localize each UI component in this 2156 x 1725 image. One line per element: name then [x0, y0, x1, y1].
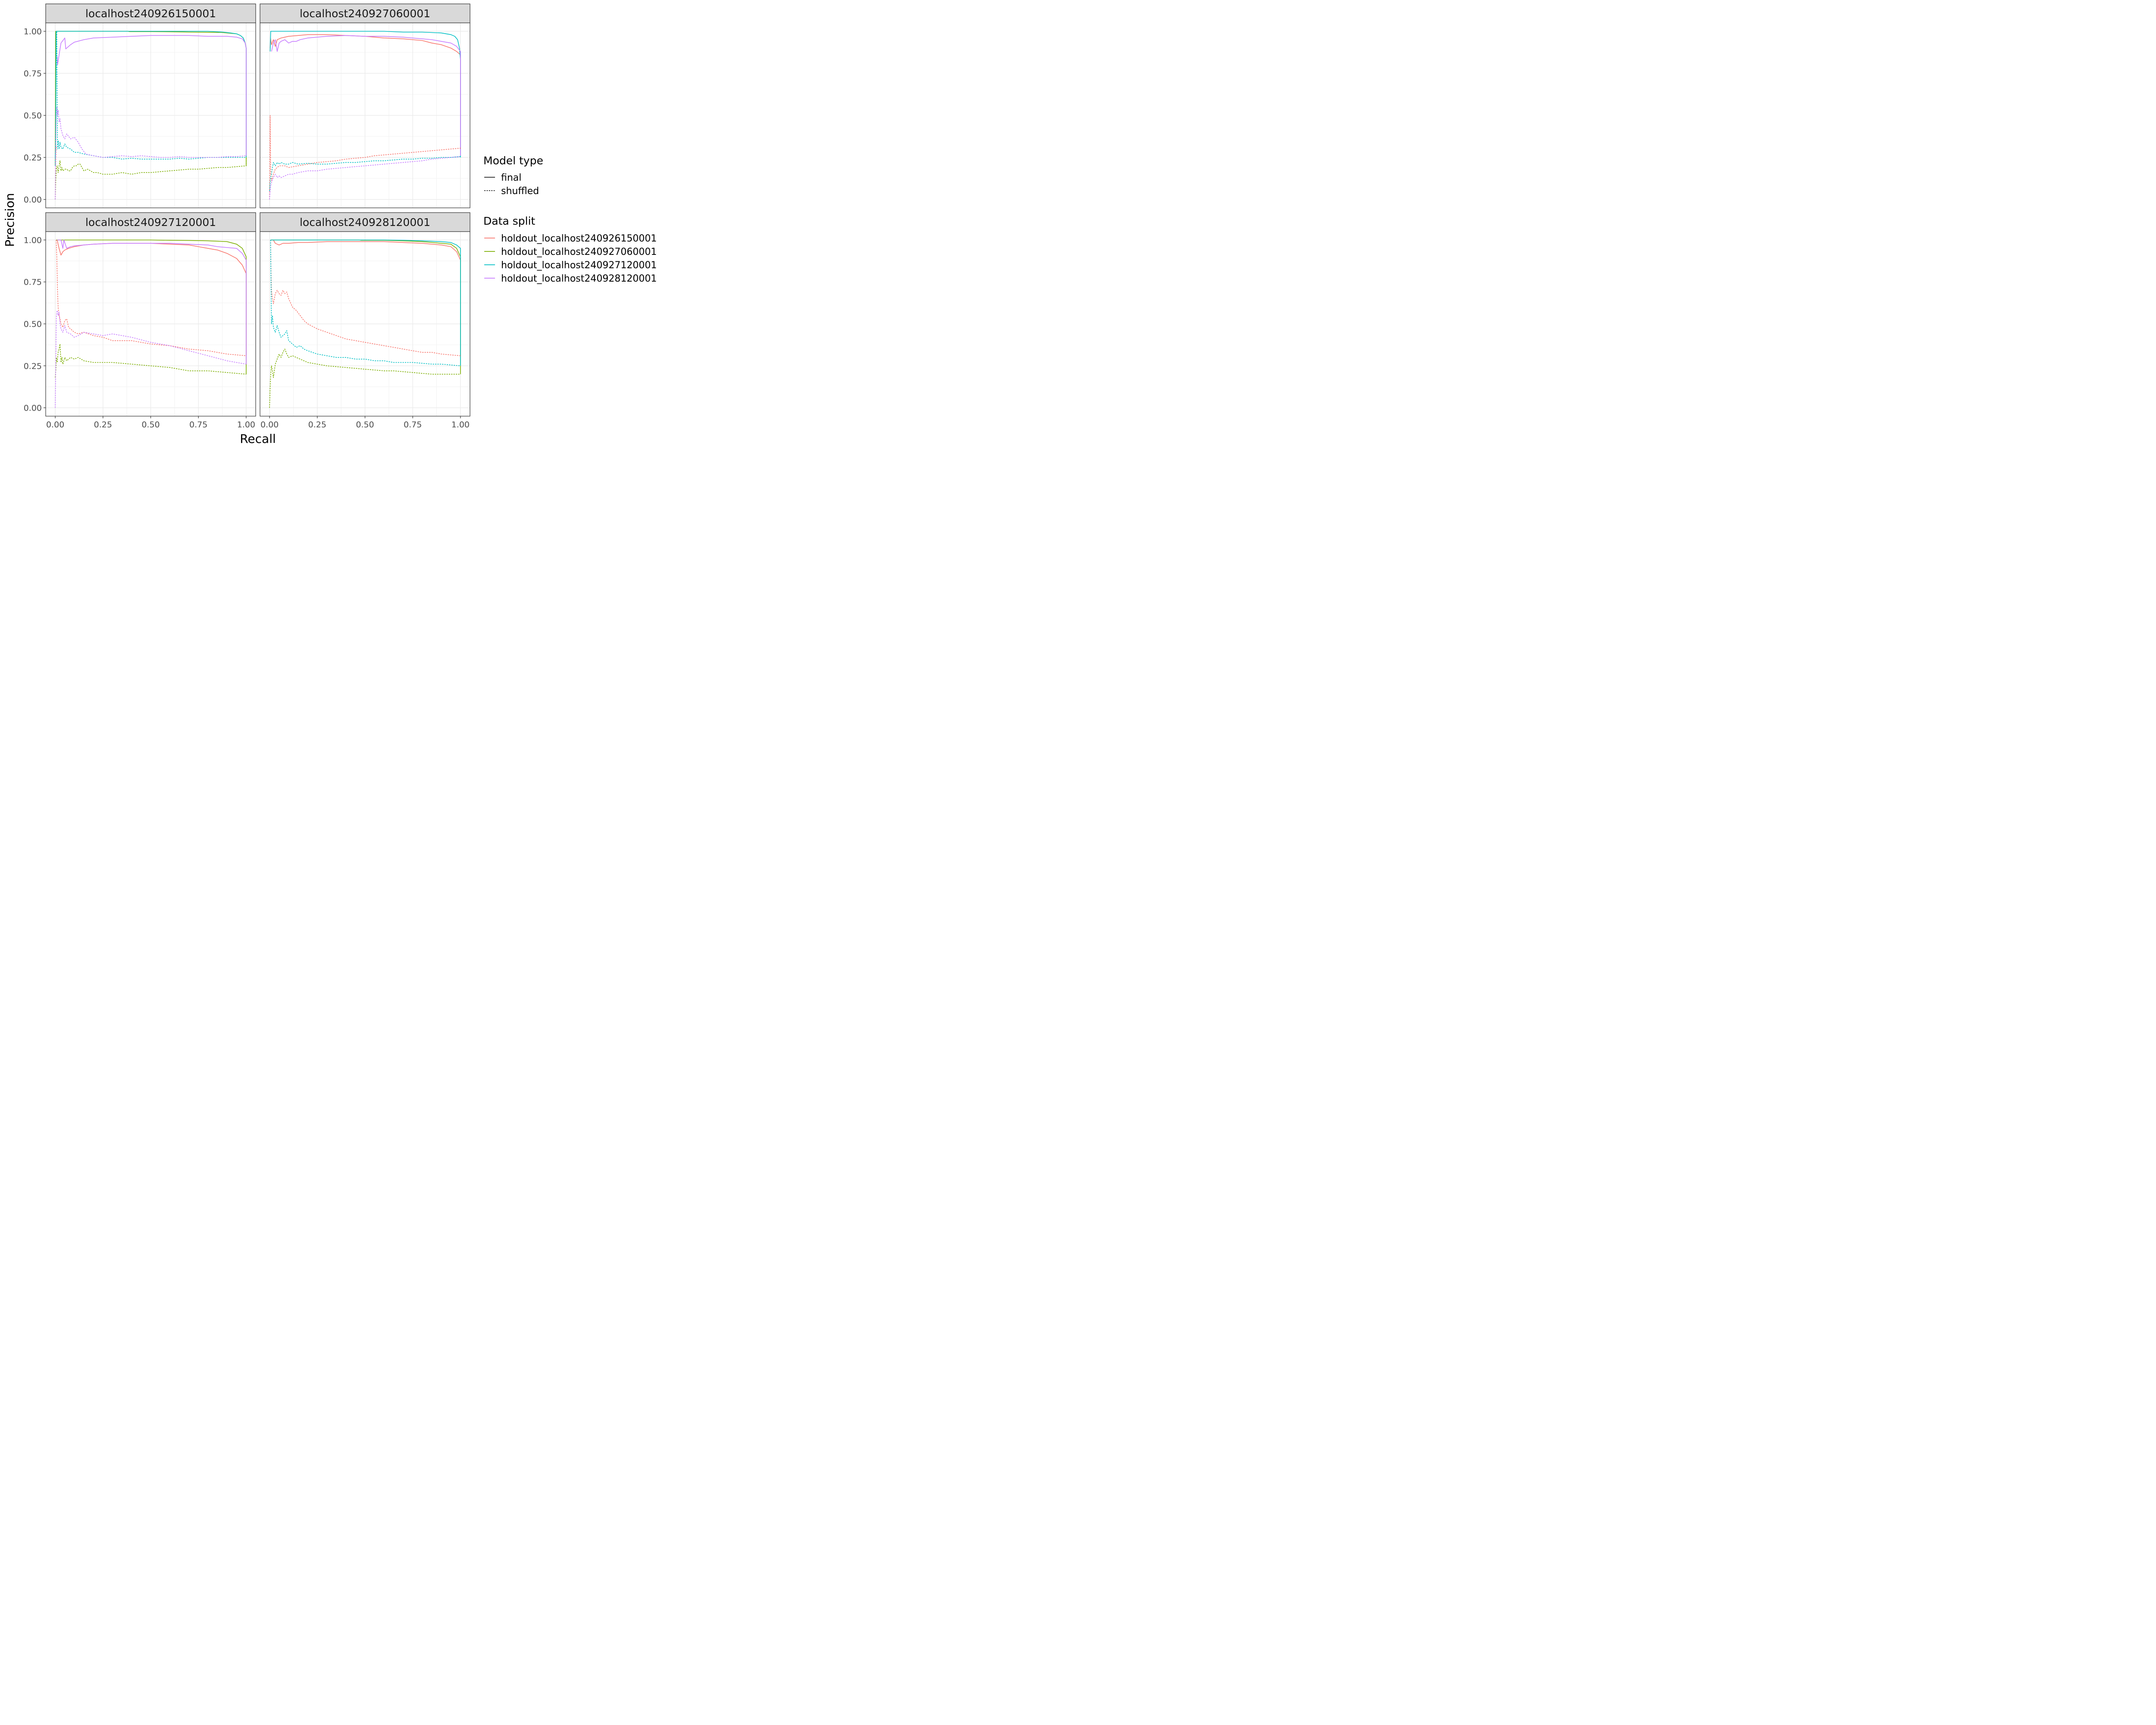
x-tick-label: 0.75: [189, 420, 207, 430]
series-line-final-holdout-localhost240927060001: [56, 239, 247, 374]
facet-panels: localhost240926150001 0.00 0.25 0.50 0.75 1.0…: [24, 3, 470, 430]
y-tick-label: 0.75: [24, 69, 42, 78]
facet-strip-label: localhost240927060001: [300, 7, 430, 20]
y-tick-label: 0.75: [24, 278, 42, 287]
legend-split-title: Data split: [483, 215, 535, 227]
series-line-shuffled-holdout-localhost240926150001: [269, 115, 461, 200]
x-tick-label: 1.00: [451, 420, 470, 430]
y-axis-title: Precision: [3, 193, 17, 247]
facet-strip-label: localhost240926150001: [85, 7, 216, 20]
series-line-shuffled-holdout-localhost240927060001: [269, 348, 461, 408]
x-tick-label: 0.25: [308, 420, 326, 430]
legend-data-split: Data split holdout_localhost240926150001…: [483, 215, 657, 284]
y-tick-label: 1.00: [24, 235, 42, 245]
facet-strip-label: localhost240928120001: [300, 216, 430, 229]
x-tick-label: 0.75: [404, 420, 422, 430]
legend-model-title: Model type: [483, 154, 543, 167]
series-line-shuffled-holdout-localhost240928120001: [269, 156, 461, 200]
x-tick-label: 0.50: [141, 420, 160, 430]
y-tick-label: 0.00: [24, 195, 42, 205]
series-line-shuffled-holdout-localhost240928120001: [55, 310, 247, 408]
facet-panel-2: localhost240927060001: [260, 3, 470, 208]
facet-panel-1: localhost240926150001 0.00 0.25 0.50 0.75 1.0…: [24, 3, 256, 208]
facet-strip-label: localhost240927120001: [85, 216, 216, 229]
facet-strip: [45, 3, 256, 23]
series-line-final-holdout-localhost240928120001: [57, 239, 247, 364]
series-line-shuffled-holdout-localhost240927060001: [55, 343, 246, 378]
legend-label-split-3: holdout_localhost240927120001: [501, 260, 657, 271]
legend-label-split-2: holdout_localhost240927060001: [501, 247, 657, 257]
legend-label-split-1: holdout_localhost240926150001: [501, 233, 657, 244]
legend-label-split-4: holdout_localhost240928120001: [501, 273, 657, 284]
series-line-shuffled-holdout-localhost240927120001: [270, 240, 461, 367]
x-tick-label: 1.00: [237, 420, 255, 430]
y-tick-label: 0.25: [24, 153, 42, 163]
series-line-final-holdout-localhost240926150001: [270, 239, 461, 356]
series-line-shuffled-holdout-localhost240926150001: [56, 240, 246, 356]
y-tick-label: 1.00: [24, 27, 42, 37]
facet-panel-4: localhost240928120001 0.00 0.25 0.50 0.75 1.0…: [260, 212, 470, 430]
series-line-final-holdout-localhost240927120001: [270, 239, 461, 366]
y-tick-label: 0.50: [24, 320, 42, 329]
series-line-shuffled-holdout-localhost240927120001: [269, 156, 461, 191]
legend-model-type: Model type final shuffled: [483, 154, 543, 197]
series-line-final-holdout-localhost240928120001: [56, 35, 247, 156]
legend-label-shuffled: shuffled: [501, 186, 539, 197]
y-tick-label: 0.00: [24, 404, 42, 413]
series-line-final-holdout-localhost240927120001: [270, 31, 461, 157]
facet-strip: [260, 3, 470, 23]
facet-panel-3: localhost240927120001 0.00 0.25 0.50 0.75 1.0…: [24, 212, 256, 430]
series-line-final-holdout-localhost240926150001: [270, 34, 461, 147]
x-axis-title: Recall: [240, 432, 276, 446]
faceted-precision-recall-chart: localhost240926150001 0.00 0.25 0.50 0.75 1.0…: [3, 3, 657, 446]
facet-strip: [45, 212, 256, 232]
x-tick-label: 0.50: [356, 420, 374, 430]
facet-strip: [260, 212, 470, 232]
series-line-final-holdout-localhost240927120001: [55, 31, 247, 158]
y-tick-label: 0.25: [24, 361, 42, 371]
legend-label-final: final: [501, 172, 521, 183]
x-tick-label: 0.25: [94, 420, 112, 430]
x-tick-label: 0.00: [260, 420, 279, 430]
x-tick-label: 0.00: [46, 420, 64, 430]
y-tick-label: 0.50: [24, 111, 42, 121]
series-line-shuffled-holdout-localhost240927060001: [55, 157, 247, 200]
series-line-shuffled-holdout-localhost240928120001: [55, 107, 246, 200]
series-line-final-holdout-localhost240928120001: [271, 35, 461, 156]
